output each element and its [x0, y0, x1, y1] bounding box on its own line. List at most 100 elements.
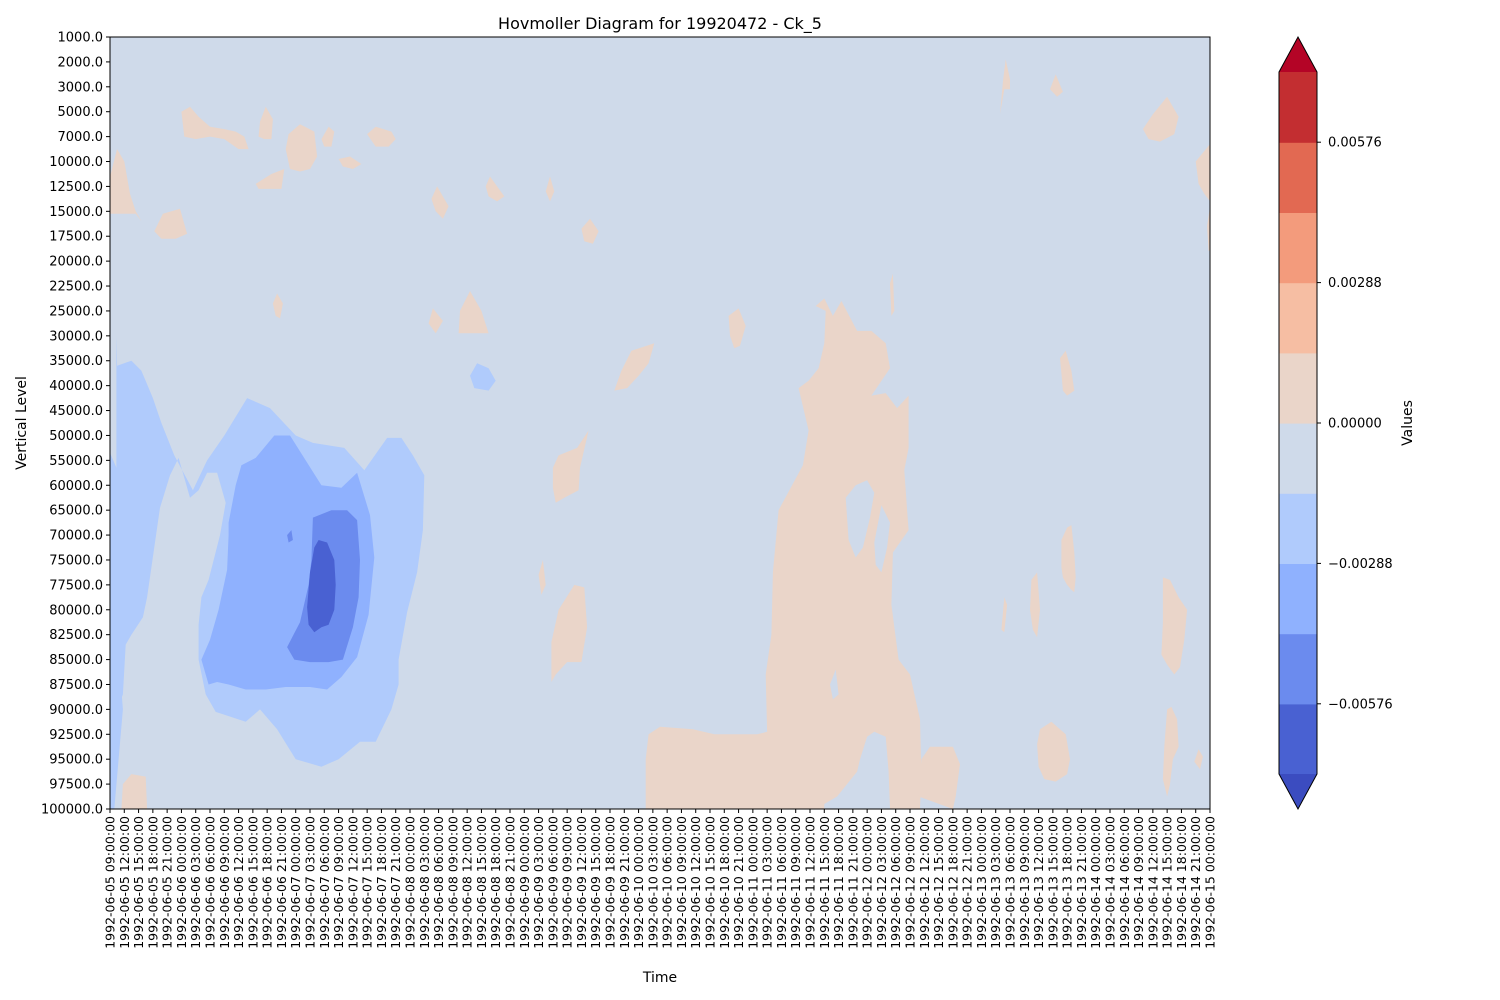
colorbar-outline — [1278, 35, 1318, 811]
negative-small-5 — [470, 363, 496, 391]
x-tick-label: 1992-06-15 00:00:00 — [1203, 816, 1218, 949]
x-tick-label: 1992-06-11 06:00:00 — [774, 816, 789, 949]
x-tick-label: 1992-06-09 00:00:00 — [517, 816, 532, 949]
x-tick-label: 1992-06-13 03:00:00 — [988, 816, 1003, 949]
positive-right-31 — [728, 308, 746, 349]
x-tick-label: 1992-06-13 09:00:00 — [1017, 816, 1032, 949]
positive-main-hole-29 — [874, 505, 890, 573]
y-tick-label: 35000.0 — [49, 354, 103, 369]
colorbar-swatch — [1279, 563, 1317, 635]
x-tick-label: 1992-06-10 12:00:00 — [688, 816, 703, 949]
contour-regions — [110, 59, 1223, 809]
x-tick-label: 1992-06-13 18:00:00 — [1060, 816, 1075, 949]
positive-main-hole-28 — [845, 480, 875, 558]
x-axis-label: Time — [642, 970, 677, 986]
y-tick-label: 2000.0 — [58, 55, 104, 70]
x-tick-label: 1992-06-09 09:00:00 — [560, 816, 575, 949]
y-axis-label: Vertical Level — [14, 376, 30, 470]
positive-top-17 — [485, 176, 505, 202]
positive-top-7 — [110, 149, 142, 222]
y-tick-label: 12500.0 — [49, 180, 103, 195]
x-tick-label: 1992-06-11 15:00:00 — [817, 816, 832, 949]
colorbar-swatch — [1279, 633, 1317, 705]
x-tick-label: 1992-06-06 06:00:00 — [203, 816, 218, 949]
x-tick-label: 1992-06-07 21:00:00 — [388, 816, 403, 949]
colorbar-tick-label: −0.00576 — [1328, 697, 1393, 712]
y-tick-label: 80000.0 — [49, 603, 103, 618]
x-tick-label: 1992-06-08 06:00:00 — [431, 816, 446, 949]
y-tick-label: 22500.0 — [49, 280, 103, 295]
y-tick-label: 70000.0 — [49, 529, 103, 544]
colorbar-swatch — [1279, 142, 1317, 213]
x-tick-label: 1992-06-12 15:00:00 — [931, 816, 946, 949]
x-tick-label: 1992-06-13 21:00:00 — [1074, 816, 1089, 949]
x-tick-label: 1992-06-13 06:00:00 — [1003, 816, 1018, 949]
x-tick-label: 1992-06-08 09:00:00 — [445, 816, 460, 949]
x-tick-label: 1992-06-05 21:00:00 — [160, 816, 175, 949]
positive-top-12 — [367, 126, 396, 147]
x-tick-label: 1992-06-13 00:00:00 — [974, 816, 989, 949]
x-tick-label: 1992-06-05 18:00:00 — [145, 816, 160, 949]
x-tick-label: 1992-06-05 12:00:00 — [117, 816, 132, 949]
positive-top-16 — [431, 186, 449, 219]
x-tick-label: 1992-06-13 12:00:00 — [1031, 816, 1046, 949]
y-tick-label: 10000.0 — [49, 155, 103, 170]
x-tick-label: 1992-06-11 18:00:00 — [831, 816, 846, 949]
x-tick-label: 1992-06-12 21:00:00 — [960, 816, 975, 949]
x-tick-label: 1992-06-11 09:00:00 — [788, 816, 803, 949]
colorbar-tick-label: 0.00288 — [1328, 276, 1382, 291]
positive-right-42 — [1030, 572, 1040, 638]
positive-right-37 — [1195, 144, 1210, 202]
x-tick-label: 1992-06-14 15:00:00 — [1160, 816, 1175, 949]
x-tick-label: 1992-06-07 06:00:00 — [317, 816, 332, 949]
y-tick-label: 92500.0 — [49, 728, 103, 743]
positive-mid-21 — [428, 308, 443, 334]
x-tick-label: 1992-06-05 15:00:00 — [131, 816, 146, 949]
y-tick-label: 50000.0 — [49, 429, 103, 444]
positive-right-43 — [1037, 721, 1070, 782]
x-tick-label: 1992-06-10 00:00:00 — [631, 816, 646, 949]
x-tick-label: 1992-06-12 06:00:00 — [888, 816, 903, 949]
y-tick-label: 65000.0 — [49, 504, 103, 519]
positive-top-9 — [258, 106, 273, 140]
x-tick-label: 1992-06-09 21:00:00 — [617, 816, 632, 949]
x-tick-label: 1992-06-14 03:00:00 — [1103, 816, 1118, 949]
x-tick-label: 1992-06-13 15:00:00 — [1045, 816, 1060, 949]
x-tick-label: 1992-06-08 15:00:00 — [474, 816, 489, 949]
y-tick-label: 1000.0 — [58, 31, 104, 46]
positive-mid-25 — [538, 560, 546, 595]
x-tick-label: 1992-06-10 09:00:00 — [674, 816, 689, 949]
x-tick-label: 1992-06-12 03:00:00 — [874, 816, 889, 949]
x-tick-label: 1992-06-07 00:00:00 — [288, 816, 303, 949]
x-tick-label: 1992-06-07 09:00:00 — [331, 816, 346, 949]
positive-right-41 — [1001, 597, 1008, 633]
colorbar-swatch — [1279, 493, 1317, 564]
positive-mid-20 — [272, 293, 283, 319]
x-tick-label: 1992-06-14 06:00:00 — [1117, 816, 1132, 949]
positive-mid-26 — [551, 584, 588, 682]
x-tick-label: 1992-06-14 12:00:00 — [1145, 816, 1160, 949]
positive-top-18 — [545, 176, 555, 202]
x-tick-label: 1992-06-08 00:00:00 — [403, 816, 418, 949]
colorbar-swatch — [1279, 72, 1317, 143]
x-tick-label: 1992-06-09 03:00:00 — [531, 816, 546, 949]
colorbar-swatch — [1279, 703, 1317, 775]
y-tick-label: 95000.0 — [49, 753, 103, 768]
positive-top-13 — [338, 156, 362, 169]
x-tick-label: 1992-06-11 00:00:00 — [745, 816, 760, 949]
positive-top-11 — [321, 126, 335, 147]
x-tick-label: 1992-06-08 03:00:00 — [417, 816, 432, 949]
x-tick-label: 1992-06-09 15:00:00 — [588, 816, 603, 949]
positive-right-47 — [1210, 572, 1223, 687]
colorbar-extend-low — [1279, 774, 1317, 809]
y-tick-label: 20000.0 — [49, 255, 103, 270]
negative-small-6 — [287, 530, 293, 543]
colorbar-tick-label: 0.00000 — [1328, 417, 1382, 432]
positive-top-14 — [255, 169, 285, 189]
colorbar-label: Values — [1400, 400, 1416, 446]
positive-right-36 — [1142, 96, 1179, 142]
x-tick-label: 1992-06-14 18:00:00 — [1174, 816, 1189, 949]
y-tick-label: 82500.0 — [49, 628, 103, 643]
x-tick-label: 1992-06-09 06:00:00 — [545, 816, 560, 949]
